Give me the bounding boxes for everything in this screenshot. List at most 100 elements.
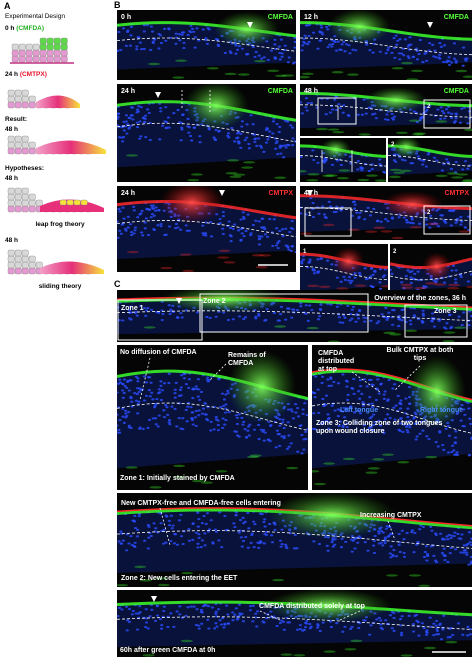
nucleus [406,431,410,434]
nucleus [226,613,230,616]
nucleus [276,432,280,436]
hypothesis-time: 48 h [5,175,18,182]
nucleus [344,407,349,410]
nucleus [223,514,227,518]
nucleus [186,606,190,609]
nucleus [316,388,320,391]
fibre [142,654,155,657]
nucleus [430,529,434,532]
nucleus [385,422,389,425]
fibre [354,284,367,287]
nucleus [195,27,199,30]
cell [11,43,19,51]
nucleus [132,544,136,548]
nucleus [167,28,171,31]
cell [53,55,61,63]
arrowhead [176,298,182,304]
nucleus [234,414,238,417]
step-dye: (CMFDA) [16,25,44,32]
nucleus [199,390,204,394]
nucleus [389,556,393,559]
nucleus [332,39,336,43]
nucleus [459,537,463,540]
micrograph [117,84,296,182]
nucleus [224,418,228,422]
nucleus [417,634,421,637]
nucleus [240,232,244,235]
nucleus [460,220,464,223]
nucleus [233,223,237,226]
nucleus [401,47,405,50]
nucleus [122,217,126,220]
nucleus [203,544,207,547]
nucleus [209,519,213,522]
nucleus [217,539,221,542]
nucleus [128,223,133,226]
nucleus [394,404,398,407]
nucleus [319,39,323,42]
nucleus [286,246,290,249]
zoom-box [317,97,357,125]
nucleus [328,205,333,208]
nucleus [235,132,240,135]
nucleus [271,244,275,248]
arrowhead [155,92,161,98]
nucleus [125,386,129,390]
arrow [139,357,151,401]
nucleus [320,26,324,29]
fibre [225,172,238,175]
nucleus [164,106,168,109]
fibre [346,73,359,76]
nucleus [448,327,453,330]
nucleus [300,433,304,437]
nucleus [461,64,465,67]
cell [14,261,22,269]
cell [73,199,81,206]
nucleus [352,377,356,381]
nucleus [289,124,293,127]
nucleus [339,280,343,283]
nucleus [157,208,161,212]
nucleus [362,316,366,319]
nucleus [179,535,184,538]
nucleus [235,422,239,426]
nucleus [218,511,222,514]
nucleus [403,159,407,162]
nucleus [254,219,258,222]
basement-line [300,207,472,221]
basement-line [388,155,472,167]
nucleus [261,430,265,433]
nucleus [307,34,311,38]
nucleus [154,417,158,420]
nucleus [244,535,248,539]
fibre [395,131,408,134]
nucleus [459,215,463,219]
nucleus [146,307,150,310]
nucleus [444,108,449,111]
fibre [451,176,464,179]
fibre [274,325,287,328]
step-time: 0 h [5,25,16,32]
nucleus [393,418,397,421]
arrowhead [151,596,157,602]
nucleus [216,429,221,432]
nucleus [238,614,242,617]
nucleus [326,417,331,420]
glow [319,138,351,161]
nucleus [174,227,178,230]
nucleus [421,314,426,317]
fibre [367,467,380,470]
nucleus [145,208,149,211]
fibre [143,326,156,329]
nucleus [443,117,447,120]
nucleus [421,312,425,315]
nucleus [119,530,123,533]
nucleus [228,50,232,53]
nucleus [343,50,347,53]
nucleus [387,378,391,382]
micrograph [300,138,386,182]
nucleus [368,417,372,420]
nucleus [378,268,383,271]
nucleus [434,441,438,444]
nucleus [329,303,333,306]
